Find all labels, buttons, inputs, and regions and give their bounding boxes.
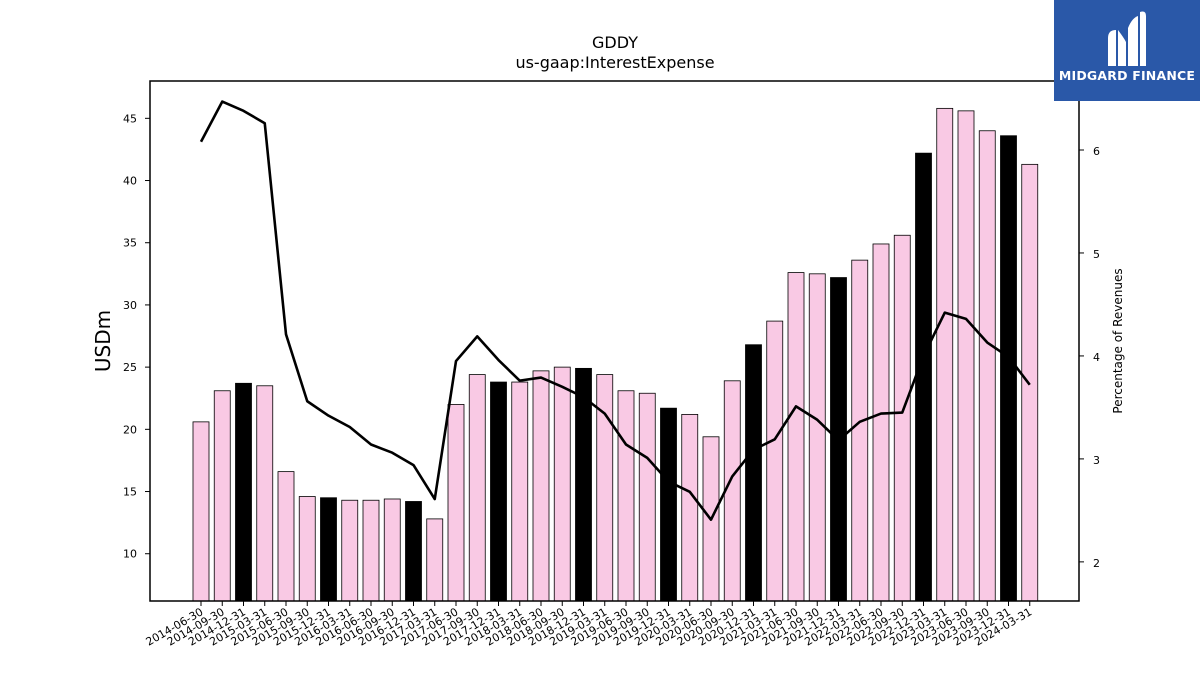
- y2-tick-label: 4: [1093, 351, 1100, 364]
- line-layer: [199, 100, 1031, 521]
- y-tick-label: 25: [123, 361, 137, 374]
- bar-2021-03-31: [766, 320, 784, 602]
- y2-tick-label: 3: [1093, 454, 1100, 467]
- y-axis-label: USDm: [91, 310, 115, 372]
- bar-2015-09-30: [298, 496, 316, 602]
- brand-logo: MIDGARD FINANCE: [1054, 0, 1200, 101]
- bar-2023-06-30: [957, 110, 975, 602]
- bar-2023-03-31: [936, 107, 954, 602]
- y-tick-label: 30: [123, 299, 137, 312]
- bars-layer: [192, 107, 1039, 602]
- bar-2022-12-31: [915, 152, 932, 602]
- bar-2021-06-30: [787, 272, 805, 602]
- bar-2015-12-31: [320, 497, 337, 602]
- bar-2023-09-30: [978, 130, 996, 602]
- bar-2017-03-31: [426, 518, 444, 602]
- bar-2020-12-31: [745, 344, 762, 602]
- bar-2015-03-31: [256, 385, 274, 602]
- y-tick-label: 10: [123, 548, 137, 561]
- plot-frame: [149, 80, 1080, 602]
- bar-2019-06-30: [617, 390, 635, 602]
- y-tick-label: 35: [123, 237, 137, 250]
- bar-2019-12-31: [660, 407, 677, 602]
- y2-tick-label: 6: [1093, 145, 1100, 158]
- bar-2017-09-30: [468, 374, 486, 602]
- bar-2019-09-30: [638, 392, 656, 602]
- bar-2016-06-30: [362, 499, 380, 602]
- bar-2016-03-31: [341, 499, 359, 602]
- y-axis-right: 2 3 4 5 6: [1079, 145, 1100, 570]
- y2-tick-label: 5: [1093, 248, 1100, 261]
- bar-2020-09-30: [723, 380, 741, 602]
- bar-2018-03-31: [511, 381, 529, 602]
- bar-2017-06-30: [447, 404, 465, 602]
- logo-text: MIDGARD FINANCE: [1058, 68, 1196, 83]
- chart-title: GDDY: [592, 33, 638, 52]
- bar-2016-09-30: [383, 498, 401, 602]
- bar-2016-12-31: [405, 501, 422, 602]
- bar-2014-06-30: [192, 421, 210, 602]
- logo-mark-icon: [1108, 11, 1146, 66]
- y2-tick-label: 2: [1093, 557, 1100, 570]
- percentage-line: [199, 100, 1031, 521]
- bar-2014-09-30: [213, 390, 231, 602]
- bar-2023-12-31: [1000, 135, 1017, 602]
- y-tick-label: 45: [123, 112, 137, 125]
- bar-2017-12-31: [490, 381, 507, 602]
- y-tick-label: 15: [123, 486, 137, 499]
- bar-2022-09-30: [893, 234, 911, 602]
- bar-2018-09-30: [553, 366, 571, 602]
- bar-2014-12-31: [235, 382, 252, 602]
- y-tick-label: 40: [123, 175, 137, 188]
- bar-2020-03-31: [681, 413, 699, 602]
- chart-subtitle: us-gaap:InterestExpense: [515, 53, 714, 72]
- y2-axis-label: Percentage of Revenues: [1111, 268, 1125, 413]
- bar-2018-12-31: [575, 367, 592, 602]
- bar-2021-09-30: [808, 273, 826, 602]
- bar-2022-03-31: [851, 259, 869, 602]
- y-tick-label: 20: [123, 423, 137, 436]
- x-axis: 2014-06-302014-09-302014-12-312015-03-31…: [144, 601, 1034, 649]
- bar-2018-06-30: [532, 370, 550, 602]
- bar-2015-06-30: [277, 471, 295, 602]
- y-axis-left: 10 15 20 25 30 35 40 45: [123, 112, 150, 561]
- bar-2022-06-30: [872, 243, 890, 602]
